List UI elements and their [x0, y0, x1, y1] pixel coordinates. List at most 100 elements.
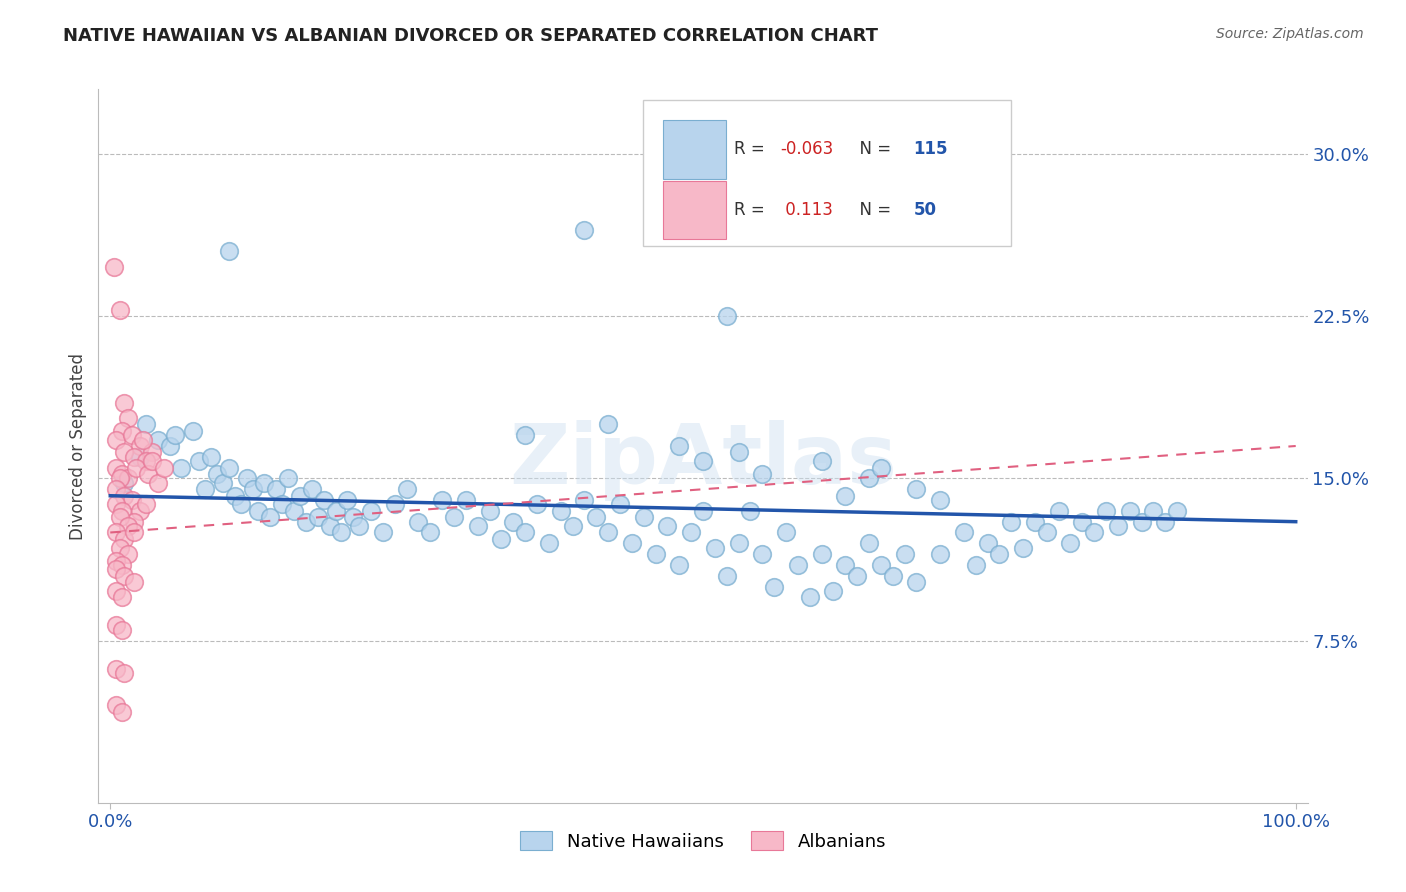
Text: Source: ZipAtlas.com: Source: ZipAtlas.com: [1216, 27, 1364, 41]
Point: [108, 541, 131, 555]
Point: [129, 439, 152, 453]
Point: [1024, 515, 1046, 529]
Point: [117, 410, 139, 425]
Point: [585, 510, 607, 524]
Point: [419, 525, 441, 540]
Point: [200, 450, 222, 464]
Point: [264, 482, 287, 496]
Point: [288, 489, 311, 503]
Point: [893, 136, 915, 151]
Point: [976, 536, 998, 550]
Point: [336, 493, 359, 508]
Point: [1166, 504, 1188, 518]
Point: [152, 460, 174, 475]
Point: [467, 519, 489, 533]
Point: [1142, 504, 1164, 518]
Point: [105, 698, 128, 713]
Point: [502, 515, 524, 529]
Point: [799, 591, 821, 605]
Point: [1107, 519, 1129, 533]
Point: [117, 471, 139, 485]
Text: -0.063: -0.063: [780, 140, 834, 158]
Point: [561, 519, 583, 533]
Point: [105, 662, 128, 676]
Point: [114, 396, 136, 410]
Point: [259, 510, 281, 524]
Point: [716, 310, 738, 324]
Point: [122, 515, 145, 529]
Point: [1036, 525, 1059, 540]
Point: [515, 525, 537, 540]
Legend: Native Hawaiians, Albanians: Native Hawaiians, Albanians: [513, 824, 893, 858]
Point: [454, 493, 477, 508]
Point: [301, 482, 323, 496]
Point: [347, 519, 370, 533]
Point: [834, 558, 856, 572]
FancyBboxPatch shape: [664, 181, 725, 239]
Point: [893, 547, 915, 561]
Point: [1130, 515, 1153, 529]
Point: [929, 493, 952, 508]
Point: [703, 541, 725, 555]
Point: [194, 482, 217, 496]
Point: [105, 553, 128, 567]
Point: [1000, 515, 1022, 529]
Point: [312, 493, 335, 508]
Point: [212, 475, 235, 490]
Point: [111, 558, 134, 572]
Point: [716, 568, 738, 582]
Text: N =: N =: [849, 201, 897, 219]
Point: [810, 547, 832, 561]
Point: [609, 497, 631, 511]
Point: [869, 460, 891, 475]
Point: [318, 519, 340, 533]
Text: R =: R =: [734, 201, 770, 219]
Point: [114, 532, 136, 546]
Point: [105, 618, 128, 632]
Point: [882, 568, 904, 582]
Point: [786, 558, 808, 572]
Point: [105, 562, 128, 576]
Point: [205, 467, 228, 482]
Point: [271, 497, 294, 511]
Point: [307, 510, 329, 524]
Point: [692, 454, 714, 468]
Point: [224, 489, 246, 503]
Point: [218, 460, 240, 475]
Point: [965, 558, 987, 572]
Point: [550, 504, 572, 518]
Point: [869, 558, 891, 572]
Point: [141, 445, 163, 459]
Point: [111, 504, 134, 518]
Point: [117, 519, 139, 533]
Point: [443, 510, 465, 524]
Point: [810, 454, 832, 468]
Text: 50: 50: [914, 201, 936, 219]
Point: [432, 493, 454, 508]
Point: [111, 623, 134, 637]
Point: [633, 510, 655, 524]
Point: [188, 454, 211, 468]
Point: [727, 536, 749, 550]
Point: [105, 460, 128, 475]
Point: [114, 475, 136, 490]
Point: [1095, 504, 1118, 518]
Point: [371, 525, 394, 540]
Point: [242, 482, 264, 496]
Point: [181, 424, 204, 438]
Point: [114, 489, 136, 503]
Text: ZipAtlas: ZipAtlas: [509, 420, 897, 500]
Point: [408, 515, 430, 529]
Point: [105, 525, 128, 540]
Point: [727, 445, 749, 459]
Point: [1047, 504, 1070, 518]
Point: [129, 450, 152, 464]
Point: [325, 504, 347, 518]
Point: [1012, 541, 1035, 555]
Point: [823, 583, 845, 598]
Point: [218, 244, 240, 259]
Point: [668, 439, 690, 453]
Point: [135, 454, 157, 468]
Y-axis label: Divorced or Separated: Divorced or Separated: [69, 352, 87, 540]
Point: [135, 497, 157, 511]
